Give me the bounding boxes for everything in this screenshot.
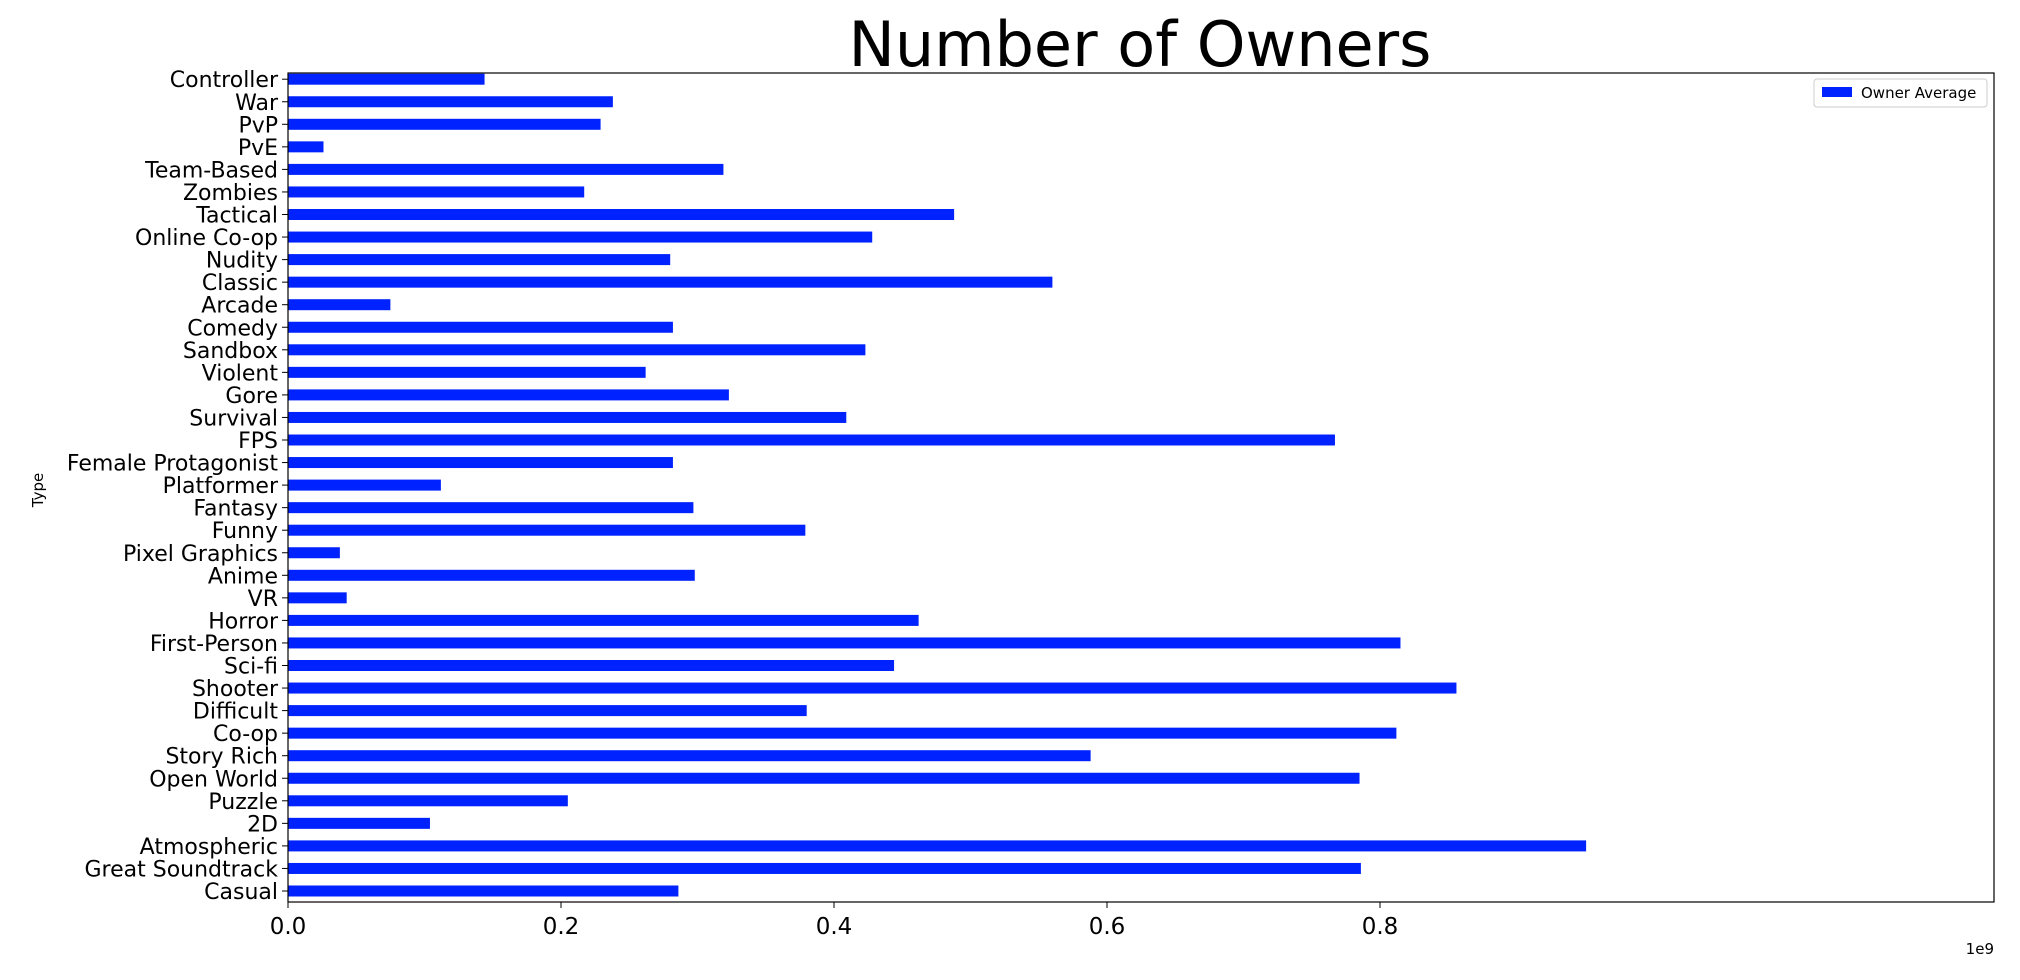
y-tick-label: Female Protagonist: [67, 452, 278, 477]
x-tick-label: 0.6: [1089, 914, 1126, 940]
y-tick-label: Casual: [204, 880, 278, 905]
legend-label: Owner Average: [1861, 84, 1976, 102]
bar: [288, 750, 1091, 762]
bar: [288, 186, 585, 198]
x-axis-offset-label: 1e9: [1966, 940, 1994, 958]
bar: [288, 705, 807, 717]
x-tick-labels: 0.0 0.2 0.4 0.6 0.8: [270, 902, 1399, 940]
y-tick-label: Platformer: [163, 474, 279, 499]
y-axis-label: Type: [29, 473, 47, 508]
legend: Owner Average: [1813, 78, 1988, 108]
y-tick-label: Horror: [208, 609, 279, 634]
bar: [288, 411, 847, 423]
bar: [288, 569, 695, 581]
y-tick-label: Open World: [149, 767, 278, 792]
y-tick-label: PvE: [238, 136, 278, 161]
y-tick-label: Funny: [212, 519, 278, 544]
bar: [288, 862, 1361, 874]
bars-group: [288, 73, 1587, 897]
x-tick-label: 0.2: [543, 914, 580, 940]
bar: [288, 254, 671, 266]
bar: [288, 795, 568, 807]
y-tick-label: Zombies: [183, 181, 278, 206]
bar: [288, 524, 806, 536]
y-tick-label: Online Co-op: [135, 226, 278, 251]
y-tick-label: Co-op: [213, 722, 278, 747]
plot-area-frame: [287, 72, 1995, 903]
bar: [288, 96, 613, 108]
bar: [288, 592, 347, 604]
y-tick-label: Team-Based: [144, 158, 278, 183]
bar: [288, 141, 324, 153]
bar: [288, 614, 919, 626]
y-tick-label: 2D: [247, 812, 278, 837]
bar: [288, 727, 1397, 739]
y-tick-label: War: [235, 91, 279, 116]
y-tick-label: Survival: [189, 406, 278, 431]
y-tick-label: Pixel Graphics: [123, 542, 278, 567]
y-tick-label: Shooter: [192, 677, 279, 702]
bar: [288, 479, 441, 491]
y-tick-label: VR: [248, 587, 278, 612]
y-tick-label: Difficult: [193, 700, 278, 725]
y-tick-label: Comedy: [187, 316, 278, 341]
bar: [288, 389, 729, 401]
bar: [288, 231, 873, 243]
y-tick-label: Sci-fi: [224, 655, 278, 680]
bar: [288, 163, 724, 175]
y-tick-label: First-Person: [150, 632, 278, 657]
bar: [288, 547, 340, 559]
x-tick-label: 0.0: [270, 914, 307, 940]
y-tick-label: PvP: [238, 113, 278, 138]
chart-title: Number of Owners: [849, 8, 1432, 81]
x-tick-label: 0.8: [1362, 914, 1399, 940]
y-tick-label: Great Soundtrack: [84, 857, 278, 882]
y-tick-label: Atmospheric: [140, 835, 278, 860]
bar: [288, 660, 895, 671]
legend-box: [1813, 78, 1988, 108]
legend-swatch: [1822, 87, 1852, 97]
y-tick-label: Sandbox: [183, 339, 278, 364]
y-tick-label: Story Rich: [165, 745, 278, 770]
bar: [288, 885, 679, 897]
y-tick-label: FPS: [238, 429, 278, 454]
bar: [288, 457, 673, 469]
x-tick-label: 0.4: [816, 914, 853, 940]
bar: [288, 276, 1053, 288]
y-tick-label: Arcade: [201, 294, 278, 319]
y-tick-label: Classic: [202, 271, 278, 296]
bar: [288, 817, 430, 829]
y-tick-label: Violent: [202, 361, 279, 386]
y-tick-label: Tactical: [195, 204, 278, 229]
bar: [288, 344, 866, 356]
bar: [288, 772, 1360, 784]
bar: [288, 321, 673, 333]
bar: [288, 637, 1401, 649]
y-tick-label: Nudity: [206, 249, 278, 274]
bar: [288, 299, 391, 311]
bar: [288, 840, 1587, 852]
bar: [288, 366, 646, 378]
y-tick-label: Anime: [208, 564, 278, 589]
bar: [288, 502, 694, 514]
y-tick-label: Gore: [225, 384, 278, 409]
bar: [288, 73, 485, 85]
bar: [288, 682, 1457, 694]
y-tick-label: Controller: [170, 68, 279, 93]
bar: [288, 209, 955, 220]
bar: [288, 118, 601, 130]
y-tick-label: Puzzle: [208, 790, 278, 815]
bar: [288, 434, 1335, 446]
y-tick-label: Fantasy: [193, 497, 278, 522]
